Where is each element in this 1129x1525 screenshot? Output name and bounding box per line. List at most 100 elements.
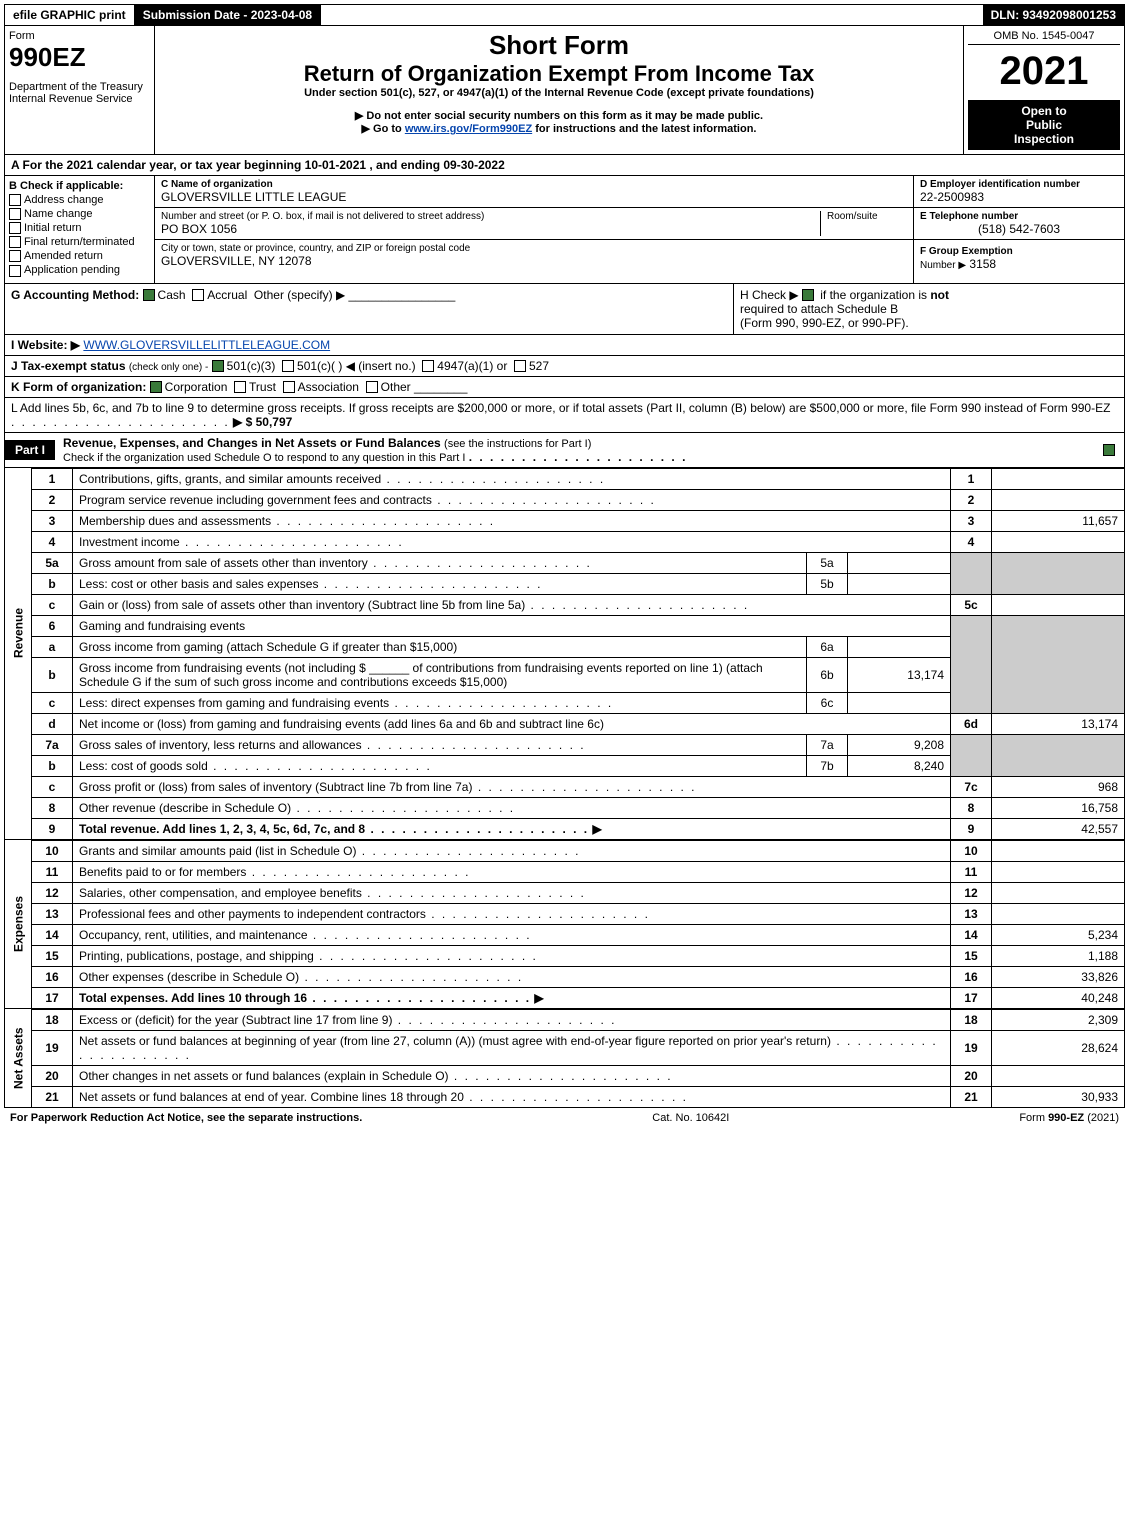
irs-link[interactable]: www.irs.gov/Form990EZ <box>405 123 532 135</box>
chk-501c3-label: 501(c)(3) <box>227 359 276 373</box>
table-row: 6 Gaming and fundraising events <box>5 615 1125 636</box>
chk-name-change[interactable]: Name change <box>9 208 150 220</box>
form-word: Form <box>9 30 150 42</box>
chk-schedule-o-part-i[interactable] <box>1103 444 1115 456</box>
tax-year: 2021 <box>968 49 1120 94</box>
line-num: 20 <box>32 1065 73 1086</box>
h-txt4: (Form 990, 990-EZ, or 990-PF). <box>740 316 909 330</box>
line-desc: Benefits paid to or for members <box>73 861 951 882</box>
table-row: Expenses 10 Grants and similar amounts p… <box>5 840 1125 861</box>
line-rn: 12 <box>951 882 992 903</box>
line-num: 7a <box>32 734 73 755</box>
chk-accrual[interactable] <box>192 289 204 301</box>
part-i-header: Part I Revenue, Expenses, and Changes in… <box>4 433 1125 468</box>
expenses-side-label: Expenses <box>5 840 32 1008</box>
table-row: 14 Occupancy, rent, utilities, and maint… <box>5 924 1125 945</box>
chk-assoc[interactable] <box>283 381 295 393</box>
chk-corp-label: Corporation <box>165 380 228 394</box>
chk-trust[interactable] <box>234 381 246 393</box>
line-desc: Other revenue (describe in Schedule O) <box>73 797 951 818</box>
f-group-label2: Number ▶ <box>920 260 966 271</box>
line-sub-v: 8,240 <box>848 755 951 776</box>
line-desc: Less: direct expenses from gaming and fu… <box>73 692 807 713</box>
table-row: d Net income or (loss) from gaming and f… <box>5 713 1125 734</box>
chk-corp[interactable] <box>150 381 162 393</box>
part-i-title: Revenue, Expenses, and Changes in Net As… <box>55 433 1097 467</box>
line-rv: 2,309 <box>992 1009 1125 1030</box>
line-num: 17 <box>32 987 73 1008</box>
line-num: 14 <box>32 924 73 945</box>
chk-501c3[interactable] <box>212 360 224 372</box>
line-sub-n: 7b <box>807 755 848 776</box>
form-number: 990EZ <box>9 42 150 73</box>
chk-cash[interactable] <box>143 289 155 301</box>
revenue-side-label: Revenue <box>5 468 32 797</box>
line-rn: 19 <box>951 1030 992 1065</box>
line-desc: Program service revenue including govern… <box>73 489 951 510</box>
form-title: Return of Organization Exempt From Incom… <box>159 61 959 87</box>
chk-4947-label: 4947(a)(1) or <box>437 359 507 373</box>
part-i-title-text: Revenue, Expenses, and Changes in Net As… <box>63 436 441 450</box>
d-ein-row: D Employer identification number 22-2500… <box>914 176 1124 208</box>
line-desc: Investment income <box>73 531 951 552</box>
part-i-title-note: (see the instructions for Part I) <box>444 438 591 450</box>
chk-application-pending[interactable]: Application pending <box>9 264 150 276</box>
chk-4947[interactable] <box>422 360 434 372</box>
line-desc: Gross profit or (loss) from sales of inv… <box>73 776 951 797</box>
table-row: 11 Benefits paid to or for members 11 <box>5 861 1125 882</box>
phone-value: (518) 542-7603 <box>920 222 1118 236</box>
line-rn: 4 <box>951 531 992 552</box>
line-rn: 6d <box>951 713 992 734</box>
line-rn: 3 <box>951 510 992 531</box>
line-desc: Net assets or fund balances at beginning… <box>73 1030 951 1065</box>
submission-date-button[interactable]: Submission Date - 2023-04-08 <box>135 5 321 25</box>
group-exemption-value: 3158 <box>969 257 996 271</box>
chk-501c[interactable] <box>282 360 294 372</box>
omb-number: OMB No. 1545-0047 <box>968 30 1120 45</box>
line-rn: 15 <box>951 945 992 966</box>
table-row: 19 Net assets or fund balances at beginn… <box>5 1030 1125 1065</box>
line-rv <box>992 861 1125 882</box>
open-line-2: Public <box>972 118 1116 132</box>
open-line-3: Inspection <box>972 132 1116 146</box>
chk-amended-return[interactable]: Amended return <box>9 250 150 262</box>
table-row: 12 Salaries, other compensation, and emp… <box>5 882 1125 903</box>
website-link[interactable]: WWW.GLOVERSVILLELITTLELEAGUE.COM <box>83 338 330 352</box>
line-num: b <box>32 657 73 692</box>
chk-initial-return[interactable]: Initial return <box>9 222 150 234</box>
line-num: 18 <box>32 1009 73 1030</box>
table-row: 2 Program service revenue including gove… <box>5 489 1125 510</box>
expenses-table: Expenses 10 Grants and similar amounts p… <box>4 840 1125 1009</box>
chk-other-org-label: Other <box>381 380 411 394</box>
section-g: G Accounting Method: Cash Accrual Other … <box>5 284 734 334</box>
efile-print-button[interactable]: efile GRAPHIC print <box>5 5 135 25</box>
table-row: 3 Membership dues and assessments 3 11,6… <box>5 510 1125 531</box>
line-sub-n: 7a <box>807 734 848 755</box>
chk-other-org[interactable] <box>366 381 378 393</box>
chk-schedule-b[interactable] <box>802 289 814 301</box>
line-desc: Less: cost of goods sold <box>73 755 807 776</box>
line-rv: 28,624 <box>992 1030 1125 1065</box>
line-rv <box>992 531 1125 552</box>
line-num: 11 <box>32 861 73 882</box>
line-num: 16 <box>32 966 73 987</box>
g-other-label: Other (specify) ▶ <box>254 288 345 302</box>
chk-address-change[interactable]: Address change <box>9 194 150 206</box>
line-rn: 5c <box>951 594 992 615</box>
chk-final-return[interactable]: Final return/terminated <box>9 236 150 248</box>
line-desc: Gross income from fundraising events (no… <box>73 657 807 692</box>
line-sub-v <box>848 552 951 573</box>
line-desc: Gross amount from sale of assets other t… <box>73 552 807 573</box>
line-num: 13 <box>32 903 73 924</box>
table-row: 21 Net assets or fund balances at end of… <box>5 1086 1125 1107</box>
chk-amended-return-label: Amended return <box>24 250 103 262</box>
chk-assoc-label: Association <box>298 380 359 394</box>
line-desc: Total expenses. Add lines 10 through 16 … <box>73 987 951 1008</box>
footer-cat-no: Cat. No. 10642I <box>652 1112 729 1124</box>
line-desc: Grants and similar amounts paid (list in… <box>73 840 951 861</box>
room-suite-label: Room/suite <box>827 211 907 222</box>
line-sub-v: 9,208 <box>848 734 951 755</box>
line-rv: 30,933 <box>992 1086 1125 1107</box>
chk-name-change-label: Name change <box>24 208 93 220</box>
chk-527[interactable] <box>514 360 526 372</box>
